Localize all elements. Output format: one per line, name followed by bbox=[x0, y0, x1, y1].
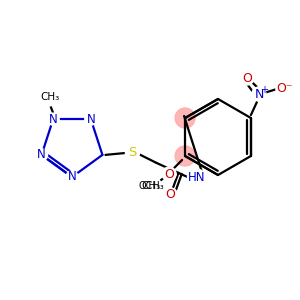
Circle shape bbox=[47, 113, 59, 125]
Circle shape bbox=[162, 167, 176, 181]
Circle shape bbox=[39, 88, 57, 106]
Circle shape bbox=[36, 149, 48, 161]
Text: CH₃: CH₃ bbox=[40, 92, 60, 102]
Text: N: N bbox=[255, 88, 265, 100]
Circle shape bbox=[240, 71, 254, 85]
Text: N: N bbox=[49, 112, 58, 126]
Circle shape bbox=[125, 146, 140, 160]
Circle shape bbox=[175, 146, 195, 166]
Text: N: N bbox=[68, 170, 76, 184]
Text: CH₃: CH₃ bbox=[142, 181, 161, 191]
Circle shape bbox=[175, 108, 195, 128]
Circle shape bbox=[276, 80, 294, 98]
Circle shape bbox=[141, 176, 161, 196]
Circle shape bbox=[164, 188, 177, 202]
Circle shape bbox=[85, 113, 97, 125]
Text: +: + bbox=[260, 85, 268, 95]
Text: OCH₃: OCH₃ bbox=[138, 181, 164, 191]
Text: S: S bbox=[128, 146, 136, 159]
Text: O: O bbox=[164, 167, 174, 181]
Text: O: O bbox=[242, 71, 252, 85]
Text: O: O bbox=[166, 188, 176, 201]
Circle shape bbox=[252, 87, 266, 101]
Text: N: N bbox=[37, 148, 46, 161]
Text: N: N bbox=[86, 112, 95, 126]
Circle shape bbox=[66, 171, 78, 183]
Circle shape bbox=[188, 169, 206, 187]
Circle shape bbox=[141, 176, 161, 196]
Text: HN: HN bbox=[188, 171, 205, 184]
Text: O⁻: O⁻ bbox=[277, 82, 293, 95]
